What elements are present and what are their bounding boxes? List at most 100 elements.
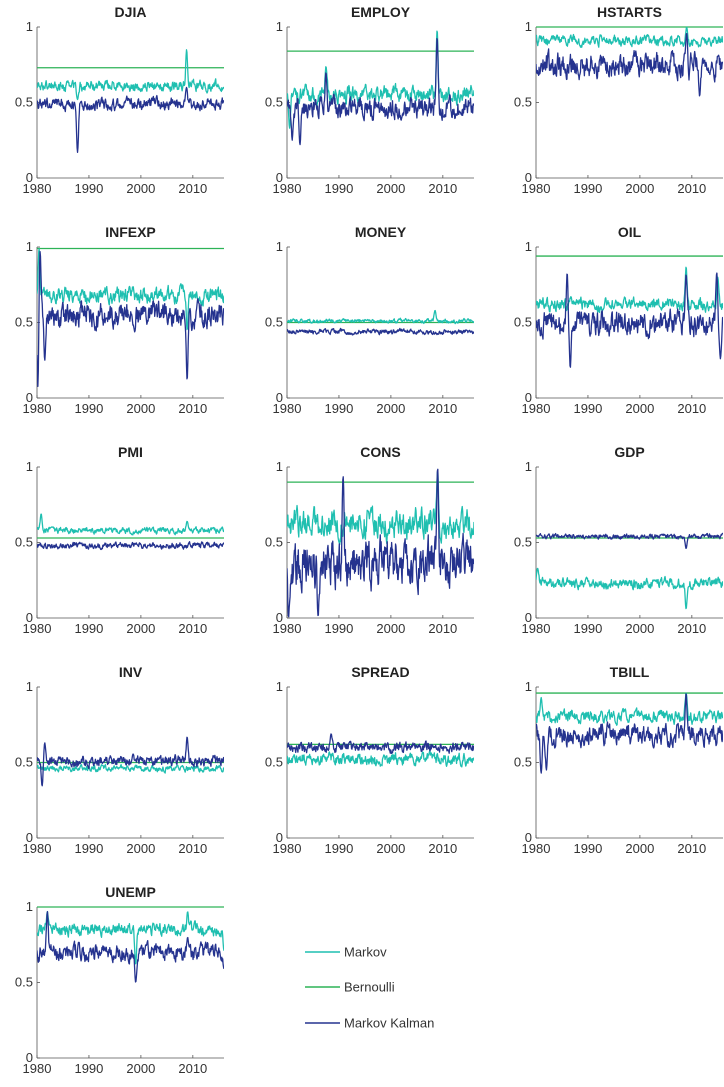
panel-inv: INV 1980 1990 2000 2010 0 0.5 1	[15, 664, 224, 856]
x-tick-label: 2010	[428, 841, 457, 856]
markov-series-line	[536, 692, 723, 726]
y-tick-label: 0	[525, 610, 532, 625]
y-tick-label: 0.5	[514, 95, 532, 110]
x-tick-label: 1990	[74, 181, 103, 196]
y-tick-label: 1	[525, 459, 532, 474]
y-tick-label: 0.5	[15, 975, 33, 990]
y-tick-label: 0.5	[265, 95, 283, 110]
x-tick-label: 1990	[324, 841, 353, 856]
markov-series-line	[287, 30, 474, 129]
x-tick-label: 2000	[376, 401, 405, 416]
y-tick-label: 0	[276, 170, 283, 185]
y-tick-label: 0.5	[15, 535, 33, 550]
y-tick-label: 0.5	[514, 315, 532, 330]
y-tick-label: 1	[26, 19, 33, 34]
y-tick-label: 0.5	[514, 535, 532, 550]
panel-gdp: GDP 1980 1990 2000 2010 0 0.5 1	[514, 444, 723, 636]
markov-series-line	[37, 513, 224, 536]
y-tick-label: 1	[276, 459, 283, 474]
kalman-series-line	[536, 272, 723, 368]
y-tick-label: 0	[26, 170, 33, 185]
x-tick-label: 1990	[573, 401, 602, 416]
x-tick-label: 1990	[324, 401, 353, 416]
kalman-series-line	[287, 733, 474, 755]
series-group	[37, 247, 224, 388]
y-tick-label: 0.5	[514, 755, 532, 770]
x-tick-label: 2010	[178, 401, 207, 416]
y-tick-label: 1	[525, 239, 532, 254]
x-tick-label: 1990	[324, 621, 353, 636]
y-tick-label: 0	[26, 390, 33, 405]
legend-label: Markov Kalman	[344, 1016, 434, 1031]
y-tick-label: 0	[26, 830, 33, 845]
panel-title: OIL	[618, 224, 642, 240]
panel-title: SPREAD	[351, 664, 409, 680]
kalman-series-line	[37, 251, 224, 388]
y-tick-label: 1	[525, 19, 532, 34]
series-group	[37, 906, 224, 983]
markov-series-line	[287, 749, 474, 768]
x-tick-label: 1990	[573, 621, 602, 636]
series-group	[37, 736, 224, 787]
x-tick-label: 1980	[23, 1061, 52, 1076]
panel-spread: SPREAD 1980 1990 2000 2010 0 0.5 1	[265, 664, 474, 856]
panel-title: DJIA	[115, 4, 147, 20]
panel-employ: EMPLOY 1980 1990 2000 2010 0 0.5 1	[265, 4, 474, 196]
x-tick-label: 2000	[376, 181, 405, 196]
y-tick-label: 0.5	[265, 315, 283, 330]
x-tick-label: 2010	[677, 841, 706, 856]
x-tick-label: 1990	[74, 1061, 103, 1076]
x-tick-label: 2000	[126, 1061, 155, 1076]
markov-series-line	[37, 764, 224, 774]
series-group	[37, 513, 224, 551]
y-tick-label: 1	[276, 19, 283, 34]
x-tick-label: 2010	[178, 841, 207, 856]
panel-title: UNEMP	[105, 884, 156, 900]
panel-hstarts: HSTARTS 1980 1990 2000 2010 0 0.5 1	[514, 4, 723, 196]
y-tick-label: 0.5	[15, 95, 33, 110]
panel-pmi: PMI 1980 1990 2000 2010 0 0.5 1	[15, 444, 224, 636]
x-tick-label: 1980	[23, 181, 52, 196]
x-tick-label: 2010	[178, 621, 207, 636]
y-tick-label: 1	[525, 679, 532, 694]
x-tick-label: 2000	[126, 621, 155, 636]
x-tick-label: 2000	[376, 621, 405, 636]
markov-series-line	[536, 26, 723, 48]
y-tick-label: 0	[26, 1050, 33, 1065]
x-tick-label: 1990	[74, 621, 103, 636]
x-tick-label: 2000	[625, 621, 654, 636]
x-tick-label: 1980	[273, 401, 302, 416]
kalman-series-line	[37, 736, 224, 787]
x-tick-label: 1980	[273, 841, 302, 856]
panels-group: DJIA 1980 1990 2000 2010 0 0.5 1 EMPLOY 1980 1990 2…	[15, 4, 723, 1076]
series-group	[37, 49, 224, 153]
x-tick-label: 2000	[625, 841, 654, 856]
panel-title: EMPLOY	[351, 4, 411, 20]
kalman-series-line	[536, 32, 723, 97]
x-tick-label: 1990	[74, 841, 103, 856]
x-tick-label: 1990	[573, 841, 602, 856]
markov-series-line	[287, 470, 474, 546]
y-tick-label: 0	[525, 830, 532, 845]
kalman-series-line	[287, 468, 474, 618]
y-tick-label: 0	[525, 170, 532, 185]
legend-label: Bernoulli	[344, 980, 395, 995]
panel-title: TBILL	[610, 664, 650, 680]
panel-oil: OIL 1980 1990 2000 2010 0 0.5 1	[514, 224, 723, 416]
x-tick-label: 1980	[522, 841, 551, 856]
panel-title: INFEXP	[105, 224, 156, 240]
x-tick-label: 1980	[522, 181, 551, 196]
y-tick-label: 1	[26, 459, 33, 474]
y-tick-label: 1	[26, 899, 33, 914]
y-tick-label: 0.5	[265, 755, 283, 770]
kalman-series-line	[287, 327, 474, 336]
x-tick-label: 1990	[74, 401, 103, 416]
legend-item-bernoulli: Bernoulli	[305, 980, 395, 995]
x-tick-label: 2000	[625, 181, 654, 196]
panel-infexp: INFEXP 1980 1990 2000 2010 0 0.5 1	[15, 224, 224, 416]
markov-series-line	[287, 309, 474, 325]
markov-series-line	[37, 248, 224, 331]
x-tick-label: 1980	[273, 181, 302, 196]
y-tick-label: 0	[276, 830, 283, 845]
